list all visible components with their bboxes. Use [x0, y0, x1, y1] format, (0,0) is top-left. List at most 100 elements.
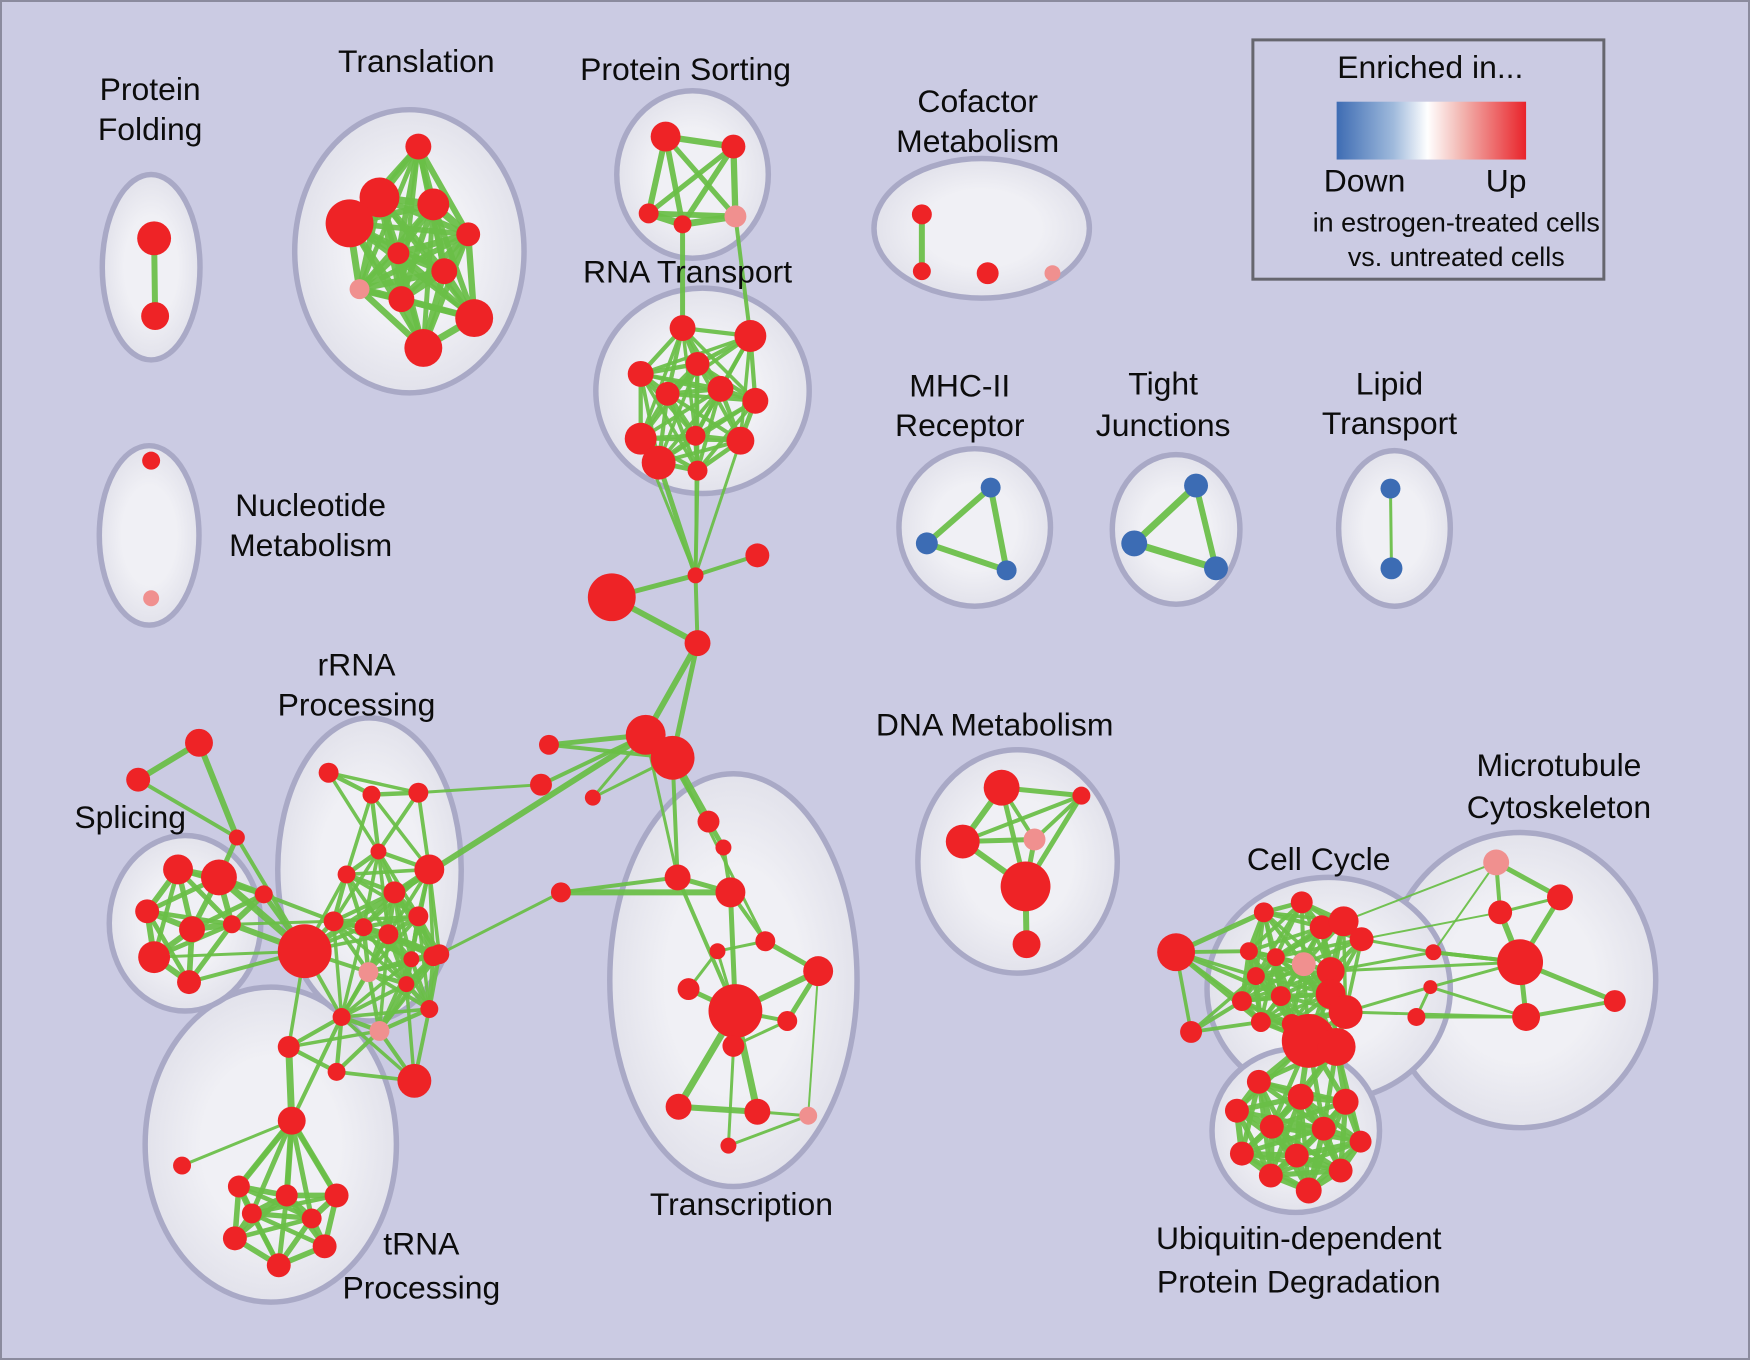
overlap-edge: [232, 1216, 314, 1241]
gene-set-node: [1309, 915, 1334, 940]
gene-set-node: [1349, 1130, 1372, 1153]
cluster-label-microtubule-cytoskeleton: Microtubule: [1477, 747, 1642, 783]
gene-set-node: [915, 532, 938, 555]
gene-set-node: [163, 854, 194, 885]
gene-set-node: [227, 1175, 250, 1198]
overlap-edge: [738, 334, 753, 443]
cluster-label-cofactor-metabolism: Metabolism: [896, 123, 1059, 159]
gene-set-node: [1423, 980, 1438, 995]
cluster-label-cofactor-metabolism: Cofactor: [917, 83, 1038, 119]
gene-set-node: [1328, 906, 1359, 937]
cluster-ellipse-mhc-ii-receptor: [896, 445, 1054, 609]
overlap-edge: [249, 1210, 315, 1222]
gene-set-node: [799, 1106, 818, 1125]
overlap-edge: [695, 398, 758, 473]
gene-set-node: [707, 375, 734, 402]
overlap-edge: [230, 919, 336, 926]
gene-set-node: [745, 543, 770, 568]
gene-set-node: [1512, 1003, 1541, 1031]
overlap-edge: [733, 214, 753, 339]
cluster-ellipse-lipid-transport: [1335, 447, 1454, 609]
gene-set-node: [185, 728, 213, 757]
overlap-edge: [1239, 1126, 1327, 1156]
gene-set-node: [664, 864, 691, 891]
overlap-edge: [339, 1007, 432, 1019]
gene-set-node: [803, 956, 834, 987]
gene-set-node: [1328, 1158, 1353, 1183]
gene-set-node: [687, 567, 704, 584]
gene-set-node: [1023, 828, 1046, 851]
gene-set-node: [720, 1137, 737, 1154]
gene-set-node: [301, 1208, 322, 1229]
gene-set-node: [697, 810, 720, 833]
gene-set-node: [1425, 944, 1442, 961]
overlap-edge: [694, 439, 742, 577]
overlap-edge: [1268, 1139, 1363, 1178]
legend-caption: vs. untreated cells: [1348, 242, 1565, 272]
gene-set-node: [403, 951, 420, 968]
overlap-edge: [726, 1114, 810, 1148]
gene-set-node: [624, 422, 657, 455]
gene-set-node: [349, 279, 370, 300]
gene-set-node: [318, 762, 339, 783]
gene-set-node: [550, 882, 571, 903]
gene-set-node: [337, 865, 356, 884]
gene-set-node: [1349, 927, 1374, 952]
overlap-edge: [1524, 999, 1617, 1019]
overlap-edge: [1360, 937, 1435, 954]
overlap-edge: [1246, 900, 1304, 954]
gene-set-node: [398, 976, 415, 993]
gene-set-node: [423, 946, 444, 967]
gene-set-node: [530, 773, 552, 796]
overlap-edge: [326, 770, 381, 854]
gene-set-node: [141, 302, 170, 331]
node-layer: [126, 121, 1626, 1278]
gene-set-node: [1290, 891, 1313, 914]
legend-gradient-bar: [1336, 101, 1527, 160]
overlap-edge: [663, 134, 739, 219]
overlap-edge: [249, 1193, 339, 1216]
gene-set-node: [734, 320, 767, 352]
gene-set-node: [378, 924, 399, 945]
gene-set-node: [275, 1184, 298, 1207]
cluster-label-lipid-transport: Transport: [1322, 405, 1457, 441]
overlap-edge: [136, 777, 239, 840]
gene-set-node: [650, 735, 695, 780]
label-layer: Protein Folding Translation Protein Sorting…: [74, 43, 1651, 1305]
gene-set-node: [455, 299, 494, 338]
gene-set-node: [996, 560, 1017, 581]
overlap-edge: [339, 957, 414, 1019]
gene-set-node: [408, 782, 429, 803]
overlap-edge: [665, 391, 743, 443]
gene-set-node: [1157, 933, 1196, 972]
overlap-edge: [366, 914, 421, 975]
cluster-label-rna-transport: RNA Transport: [583, 254, 792, 290]
cluster-label-rrna-processing: rRNA: [318, 646, 397, 682]
overlap-edge: [679, 143, 737, 228]
gene-set-node: [1380, 478, 1401, 499]
overlap-edge: [344, 792, 374, 877]
gene-set-node: [327, 1062, 346, 1081]
overlap-edge: [807, 970, 820, 1117]
gene-set-node: [1407, 1008, 1426, 1026]
cluster-label-protein-folding: Folding: [98, 111, 203, 147]
gene-set-node: [222, 1226, 247, 1251]
overlap-edge: [1428, 985, 1528, 1019]
cluster-label-nucleotide-metabolism: Metabolism: [229, 527, 392, 563]
gene-set-node: [722, 1034, 745, 1057]
cluster-label-trna-processing: tRNA: [383, 1226, 460, 1262]
gene-set-node: [387, 242, 410, 265]
gene-set-node: [177, 970, 201, 995]
overlap-edge: [356, 268, 448, 293]
overlap-edge: [646, 144, 736, 216]
gene-set-node: [1497, 939, 1544, 986]
gene-set-node: [715, 877, 746, 908]
gene-set-node: [584, 789, 601, 806]
overlap-edge: [369, 792, 381, 854]
cluster-label-protein-folding: Protein: [100, 71, 201, 107]
overlap-edge: [288, 1117, 340, 1199]
gene-set-node: [983, 769, 1020, 806]
overlap-edge: [339, 982, 409, 1019]
gene-set-node: [1000, 861, 1051, 912]
